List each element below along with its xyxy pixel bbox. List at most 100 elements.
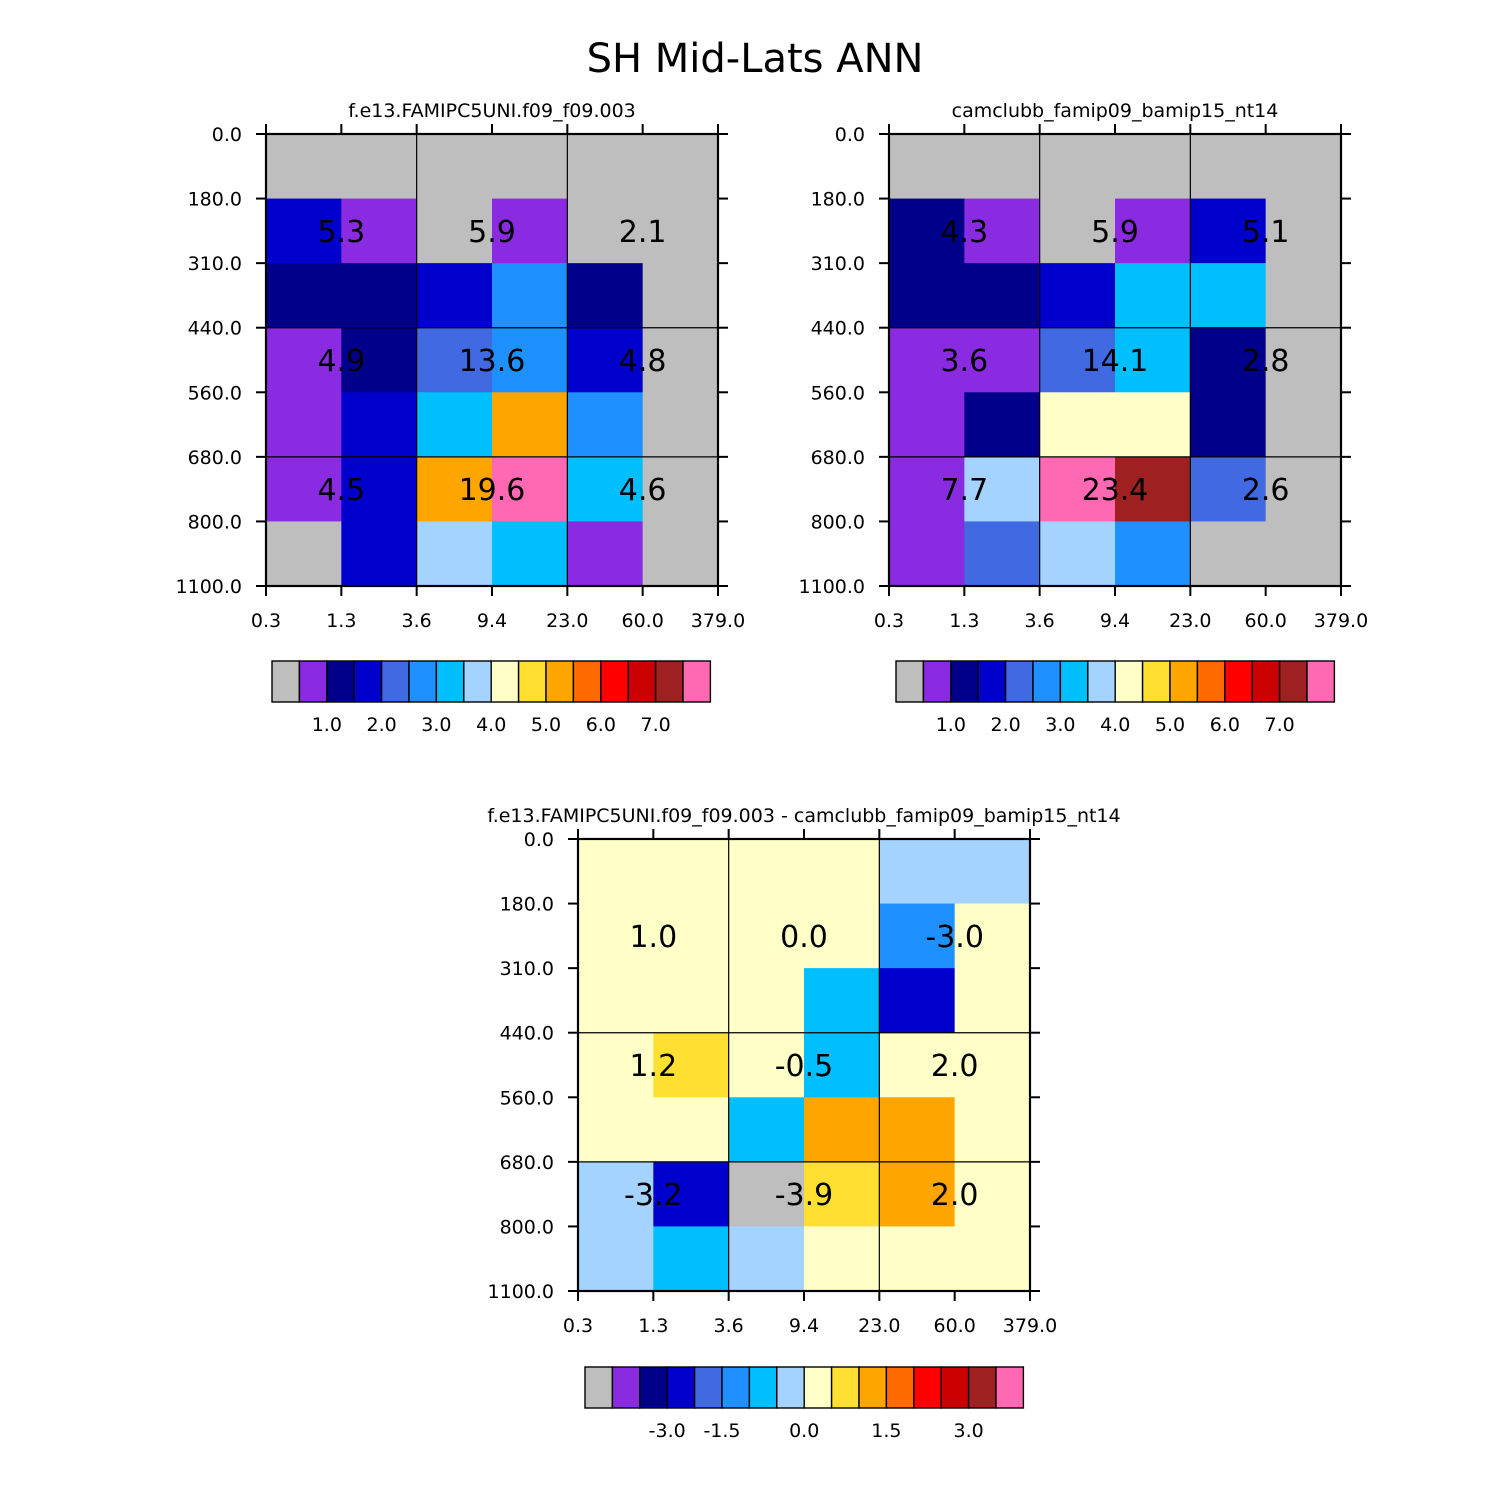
cell-r5-c3 — [1115, 456, 1191, 523]
cell-r1-c1 — [653, 903, 730, 969]
cell-r2-c3 — [1115, 263, 1191, 329]
cell-r3-c4 — [567, 327, 644, 393]
cell-r2-c3 — [492, 263, 568, 329]
y-tick-label: 800.0 — [188, 511, 242, 533]
x-tick-label: 23.0 — [858, 1315, 900, 1337]
colorbar-1: 1.0 2.0 3.0 4.0 5.0 6.0 7.0 — [271, 660, 712, 736]
cell-r2-c1 — [964, 263, 1041, 329]
cell-r6-c5 — [642, 521, 719, 587]
colorbar-swatch — [1224, 660, 1253, 703]
cell-r5-c5 — [642, 456, 719, 523]
cell-r5-c0 — [266, 456, 342, 523]
box-value-label: -3.2 — [624, 1178, 683, 1213]
colorbar-swatch — [803, 1366, 833, 1409]
colorbar-swatch — [353, 660, 383, 703]
colorbar-label: 2.0 — [366, 714, 396, 736]
colorbar-swatch — [922, 660, 952, 703]
cell-r2-c5 — [1265, 263, 1342, 329]
colorbar-swatch — [1004, 660, 1034, 703]
cell-r4-c4 — [879, 1097, 956, 1163]
x-tick-label: 3.6 — [1025, 610, 1055, 632]
box-value-label: 2.1 — [619, 215, 667, 250]
cell-r6-c3 — [804, 1226, 880, 1292]
x-tick-label: 1.3 — [638, 1315, 668, 1337]
y-tick-label: 680.0 — [811, 447, 865, 469]
colorbar-swatch — [639, 1366, 668, 1409]
colorbar-label: -3.0 — [649, 1420, 686, 1442]
colorbar-label: 1.0 — [936, 714, 966, 736]
cell-r3-c1 — [653, 1032, 730, 1098]
colorbar-label: 3.0 — [1045, 714, 1075, 736]
colorbar-2: 1.0 2.0 3.0 4.0 5.0 6.0 7.0 — [895, 660, 1336, 736]
cell-r4-c1 — [653, 1097, 730, 1163]
cell-r2-c2 — [728, 968, 805, 1034]
colorbar-swatch — [326, 660, 355, 703]
colorbar-swatch — [654, 660, 684, 703]
colorbar-label: 5.0 — [531, 714, 561, 736]
cell-r1-c5 — [642, 198, 719, 264]
colorbar-swatch — [721, 1366, 751, 1409]
cell-r6-c4 — [1190, 521, 1267, 587]
colorbar-swatch — [682, 660, 712, 703]
cell-r6-c4 — [879, 1226, 956, 1292]
y-tick-label: 1100.0 — [799, 576, 865, 598]
cell-r0-c1 — [964, 134, 1041, 200]
cell-r1-c1 — [964, 198, 1041, 264]
cell-r1-c2 — [1039, 198, 1116, 264]
colorbar-swatch — [1169, 660, 1199, 703]
box-value-label: 4.6 — [619, 473, 667, 508]
cell-r5-c2 — [416, 456, 493, 523]
cell-r5-c1 — [653, 1161, 730, 1228]
x-tick-label: 60.0 — [622, 610, 664, 632]
cell-r3-c0 — [578, 1032, 654, 1098]
box-value-label: 2.0 — [931, 1049, 979, 1084]
y-tick-label: 680.0 — [500, 1152, 554, 1174]
panel-title: f.e13.FAMIPC5UNI.f09_f09.003 — [348, 100, 636, 122]
panel-title: camclubb_famip09_bamip15_nt14 — [952, 100, 1279, 122]
y-tick-label: 560.0 — [188, 382, 242, 404]
x-tick-label: 0.3 — [563, 1315, 593, 1337]
cell-r0-c0 — [889, 134, 965, 200]
cell-r4-c4 — [567, 392, 644, 458]
colorbar-swatch — [693, 1366, 723, 1409]
cell-r2-c5 — [954, 968, 1031, 1034]
cell-r2-c3 — [804, 968, 880, 1034]
cell-r0-c2 — [728, 839, 805, 905]
cell-r5-c1 — [341, 456, 418, 523]
cell-r2-c2 — [416, 263, 493, 329]
cell-r0-c5 — [642, 134, 719, 200]
colorbar-label: 1.5 — [871, 1420, 901, 1442]
cell-r1-c4 — [567, 198, 644, 264]
cell-r4-c5 — [954, 1097, 1031, 1163]
colorbar-label: 3.0 — [421, 714, 451, 736]
colorbar-3: -3.0 -1.5 0.0 1.5 3.0 — [584, 1366, 1025, 1442]
y-tick-label: 310.0 — [500, 958, 554, 980]
y-tick-label: 560.0 — [811, 382, 865, 404]
cell-r3-c3 — [492, 327, 568, 393]
cell-r1-c5 — [1265, 198, 1342, 264]
y-tick-label: 0.0 — [524, 829, 554, 851]
box-value-label: 23.4 — [1082, 473, 1149, 508]
cell-r6-c1 — [964, 521, 1041, 587]
colorbar-swatch — [776, 1366, 805, 1409]
box-value-label: 2.0 — [931, 1178, 979, 1213]
cell-r3-c2 — [728, 1032, 805, 1098]
cell-r1-c4 — [879, 903, 956, 969]
colorbar-label: 0.0 — [789, 1420, 819, 1442]
cell-r3-c3 — [804, 1032, 880, 1098]
cell-r2-c1 — [341, 263, 418, 329]
cell-r6-c5 — [1265, 521, 1342, 587]
cell-r3-c2 — [416, 327, 493, 393]
colorbar-swatch — [380, 660, 410, 703]
box-value-label: 13.6 — [459, 344, 526, 379]
colorbar-swatch — [271, 660, 301, 703]
cell-r0-c5 — [954, 839, 1031, 905]
cell-r4-c3 — [804, 1097, 880, 1163]
cell-r2-c4 — [1190, 263, 1267, 329]
cell-r3-c3 — [1115, 327, 1191, 393]
colorbar-label: 7.0 — [1264, 714, 1294, 736]
cell-r6-c5 — [954, 1226, 1031, 1292]
cell-r6-c0 — [889, 521, 965, 587]
cell-r3-c5 — [954, 1032, 1031, 1098]
